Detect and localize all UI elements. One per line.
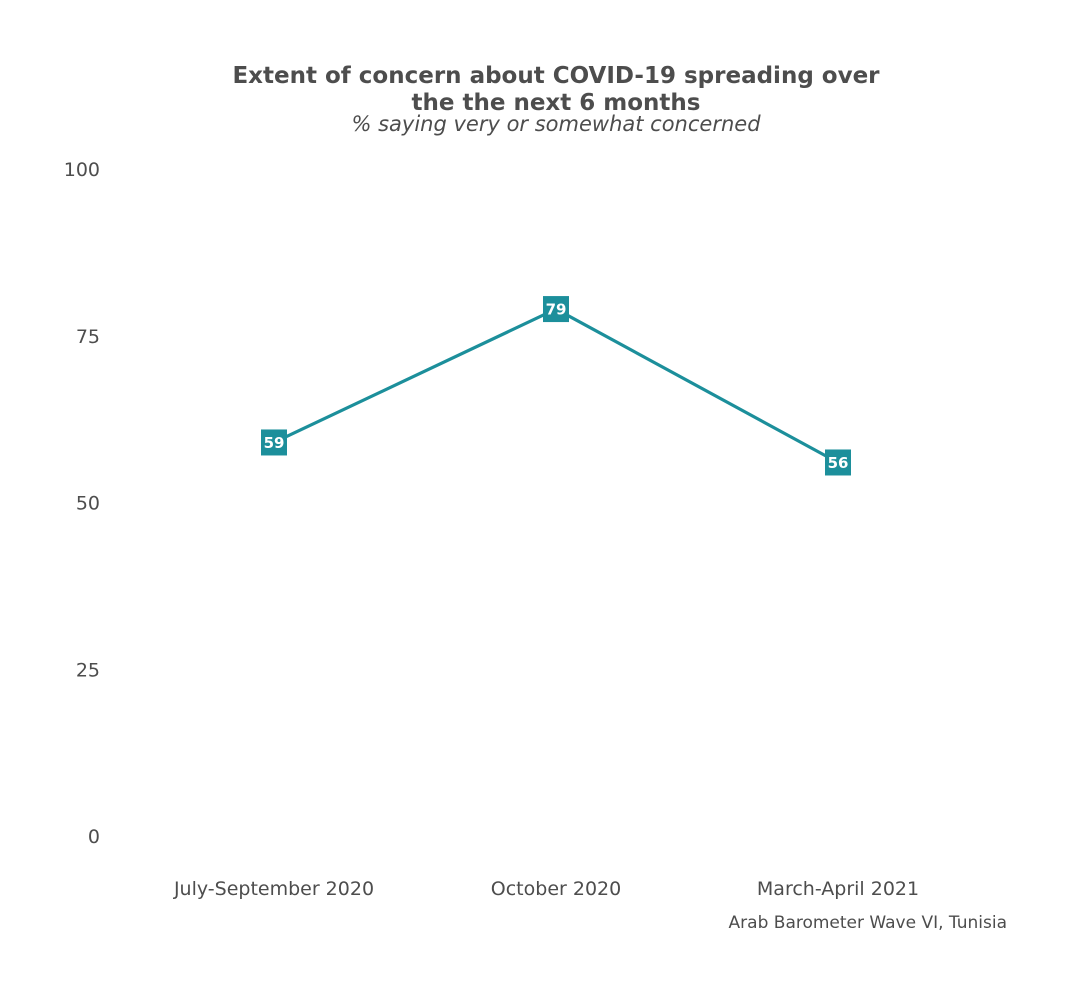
x-tick-label: July-September 2020 xyxy=(173,878,374,900)
chart-title: Extent of concern about COVID-19 spreadi… xyxy=(232,63,880,116)
plot-series: 59 79 56 xyxy=(261,296,851,476)
y-tick-label: 50 xyxy=(76,493,100,515)
data-point-label: 56 xyxy=(828,454,849,472)
y-tick-label: 100 xyxy=(64,159,100,181)
y-tick-label: 75 xyxy=(76,326,100,348)
data-point-label: 79 xyxy=(546,301,567,319)
y-axis: 0 25 50 75 100 xyxy=(64,159,100,848)
data-point-marker xyxy=(261,429,287,456)
chart-caption: Arab Barometer Wave VI, Tunisia xyxy=(729,913,1007,933)
y-tick-label: 25 xyxy=(76,659,100,681)
data-point-marker xyxy=(543,296,569,323)
chart-title-line-2: the the next 6 months xyxy=(412,90,701,116)
series-line xyxy=(272,307,840,465)
data-point-marker xyxy=(825,449,851,476)
chart-subtitle: % saying very or somewhat concerned xyxy=(351,112,761,136)
y-tick-label: 0 xyxy=(88,826,100,848)
x-axis: July-September 2020 October 2020 March-Apr… xyxy=(173,878,919,900)
chart-title-line-1: Extent of concern about COVID-19 spreadi… xyxy=(232,63,880,89)
data-point-label: 59 xyxy=(264,434,285,452)
x-tick-label: March-April 2021 xyxy=(757,878,919,900)
x-tick-label: October 2020 xyxy=(491,878,621,900)
